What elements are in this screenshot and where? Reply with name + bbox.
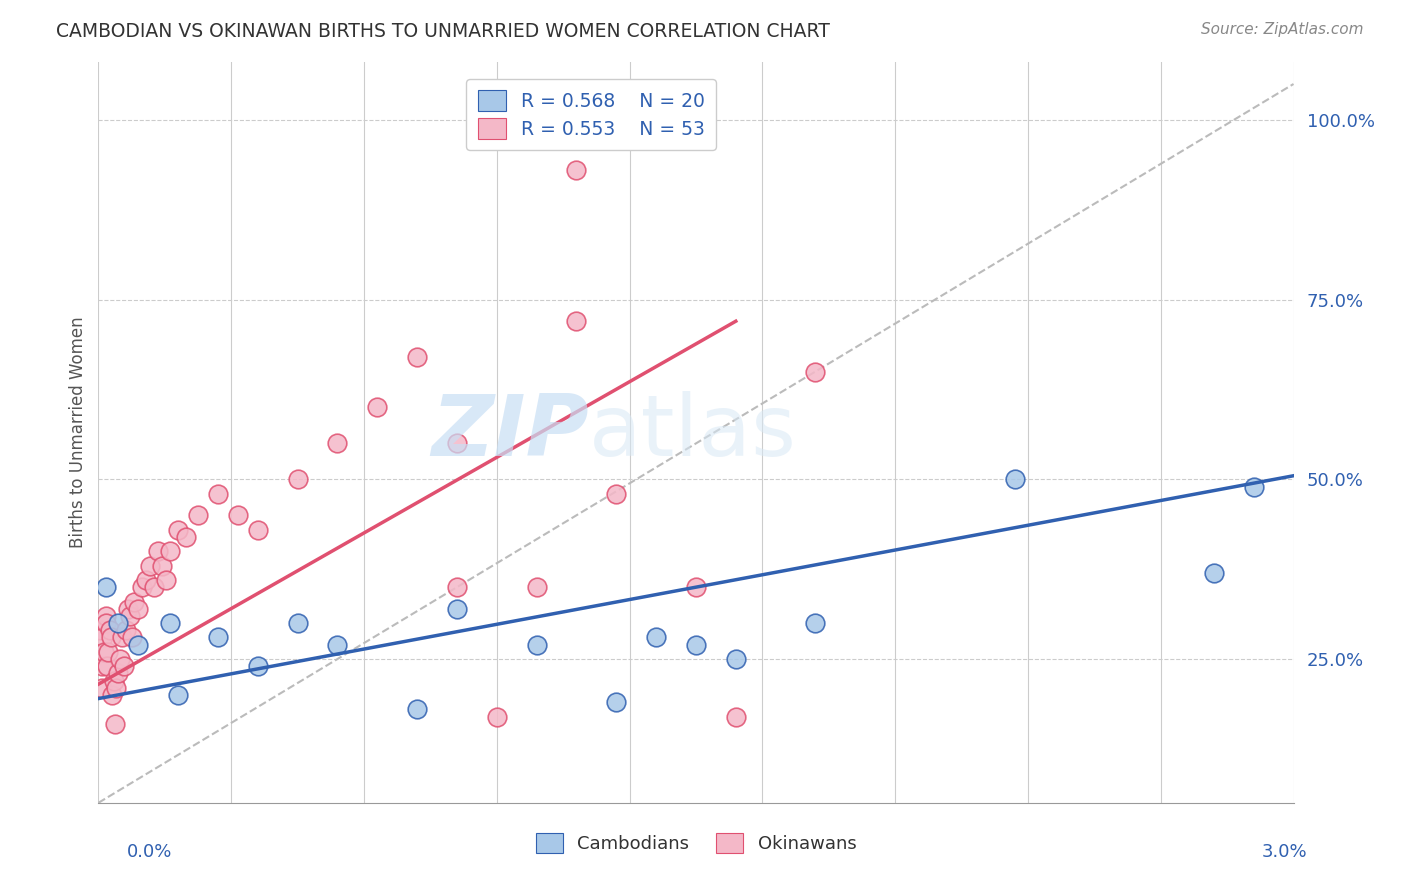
Point xyxy=(366,401,388,415)
Point xyxy=(97,645,120,659)
Text: Source: ZipAtlas.com: Source: ZipAtlas.com xyxy=(1201,22,1364,37)
Point xyxy=(96,659,118,673)
Point xyxy=(96,580,118,594)
Point xyxy=(565,163,588,178)
Point xyxy=(143,580,166,594)
Point xyxy=(326,638,349,652)
Point xyxy=(174,530,197,544)
Point xyxy=(148,544,170,558)
Point xyxy=(287,472,309,486)
Point xyxy=(112,659,135,673)
Text: ZIP: ZIP xyxy=(430,391,589,475)
Point xyxy=(526,638,548,652)
Point xyxy=(100,631,122,645)
Point xyxy=(187,508,209,523)
Y-axis label: Births to Unmarried Women: Births to Unmarried Women xyxy=(69,317,87,549)
Point xyxy=(724,709,747,723)
Legend: Cambodians, Okinawans: Cambodians, Okinawans xyxy=(529,826,863,861)
Point xyxy=(1243,479,1265,493)
Point xyxy=(90,659,112,673)
Text: CAMBODIAN VS OKINAWAN BIRTHS TO UNMARRIED WOMEN CORRELATION CHART: CAMBODIAN VS OKINAWAN BIRTHS TO UNMARRIE… xyxy=(56,22,830,41)
Text: atlas: atlas xyxy=(589,391,796,475)
Point xyxy=(1004,472,1026,486)
Point xyxy=(127,638,149,652)
Point xyxy=(526,580,548,594)
Point xyxy=(1202,566,1225,580)
Point xyxy=(246,659,269,673)
Point xyxy=(111,631,134,645)
Point xyxy=(91,631,114,645)
Point xyxy=(124,594,146,608)
Point xyxy=(96,616,118,631)
Point xyxy=(167,688,190,702)
Point xyxy=(685,580,707,594)
Point xyxy=(446,601,468,615)
Point xyxy=(131,580,153,594)
Point xyxy=(287,616,309,631)
Point xyxy=(724,652,747,666)
Point xyxy=(485,709,508,723)
Point xyxy=(127,601,149,615)
Point xyxy=(605,695,627,709)
Point xyxy=(159,544,181,558)
Point xyxy=(107,616,129,631)
Point xyxy=(103,673,125,688)
Point xyxy=(685,638,707,652)
Point xyxy=(117,601,139,615)
Point xyxy=(605,486,627,500)
Point xyxy=(121,631,143,645)
Text: 0.0%: 0.0% xyxy=(127,843,172,861)
Point xyxy=(98,624,122,638)
Point xyxy=(115,624,138,638)
Point xyxy=(645,631,668,645)
Point xyxy=(246,523,269,537)
Point xyxy=(105,681,128,695)
Point xyxy=(207,486,229,500)
Point xyxy=(94,608,117,623)
Point xyxy=(207,631,229,645)
Point xyxy=(89,624,111,638)
Point xyxy=(804,616,827,631)
Point xyxy=(406,702,429,716)
Point xyxy=(159,616,181,631)
Point xyxy=(804,365,827,379)
Point xyxy=(93,645,115,659)
Point xyxy=(446,436,468,450)
Point xyxy=(104,716,127,731)
Point xyxy=(150,558,173,573)
Point xyxy=(446,580,468,594)
Point xyxy=(110,652,132,666)
Point xyxy=(226,508,249,523)
Point xyxy=(155,573,177,587)
Point xyxy=(565,314,588,328)
Point xyxy=(139,558,162,573)
Point xyxy=(135,573,157,587)
Point xyxy=(167,523,190,537)
Point xyxy=(120,608,142,623)
Text: 3.0%: 3.0% xyxy=(1263,843,1308,861)
Point xyxy=(326,436,349,450)
Point xyxy=(91,681,114,695)
Point xyxy=(101,688,124,702)
Point xyxy=(107,666,129,681)
Point xyxy=(406,350,429,364)
